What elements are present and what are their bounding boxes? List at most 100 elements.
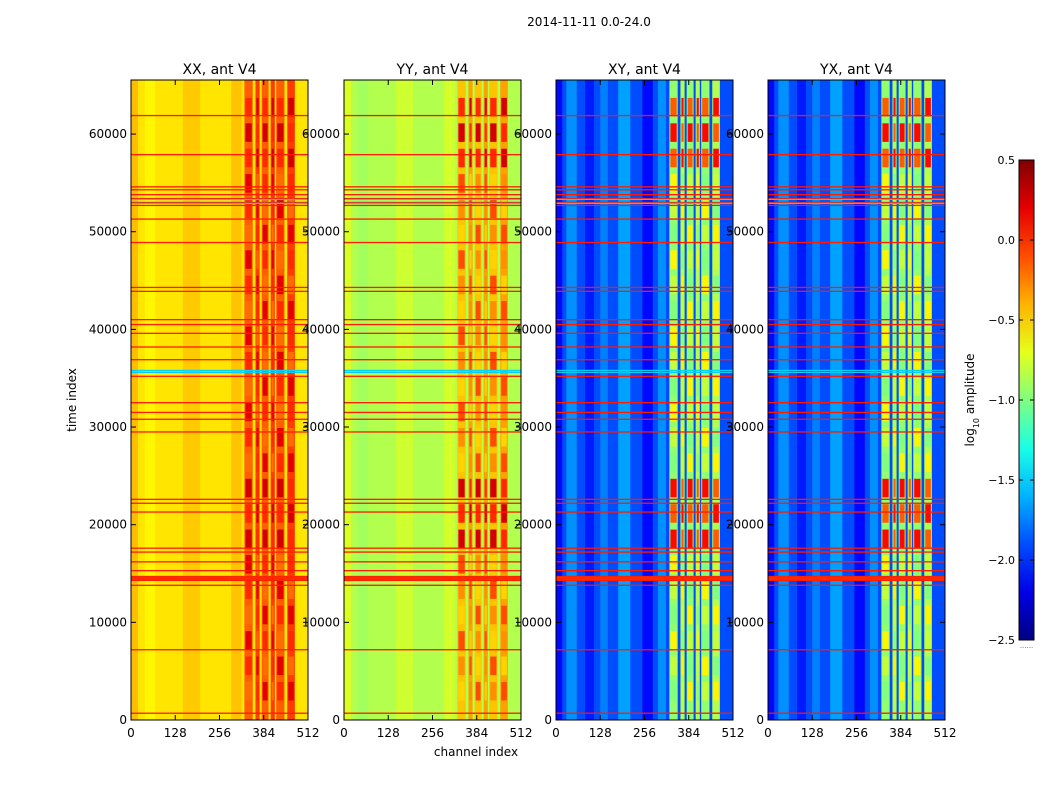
rfi-block	[469, 681, 472, 701]
rfi-block	[484, 529, 487, 549]
rfi-block	[670, 326, 677, 345]
rfi-block	[277, 301, 284, 320]
rfi-block	[501, 656, 507, 676]
rfi-row	[556, 498, 733, 500]
rfi-block	[696, 199, 699, 219]
rfi-block	[908, 631, 911, 650]
rfi-row	[556, 584, 733, 586]
x-tick-label: 512	[934, 726, 957, 740]
rfi-row	[131, 649, 308, 651]
rfi-block	[271, 681, 274, 701]
rfi-block	[681, 275, 684, 295]
rfi-block	[702, 97, 709, 117]
rfi-block	[484, 123, 487, 142]
rfi-block	[882, 250, 889, 269]
rfi-block	[277, 224, 284, 244]
rfi-block	[277, 174, 284, 193]
rfi-block	[262, 504, 268, 523]
figure-suptitle: 2014-11-11 0.0-24.0	[527, 15, 651, 29]
rfi-block	[882, 377, 889, 396]
rfi-block	[475, 275, 481, 295]
rfi-block	[277, 326, 284, 345]
y-tick-label: 30000	[726, 420, 764, 434]
rfi-row	[131, 511, 308, 513]
rfi-block	[899, 148, 905, 168]
rfi-block	[925, 428, 931, 447]
rfi-block	[687, 681, 693, 701]
rfi-block	[256, 326, 259, 345]
rfi-block	[702, 250, 709, 269]
rfi-block	[262, 605, 268, 625]
x-tick-label: 128	[164, 726, 187, 740]
rfi-block	[914, 428, 921, 447]
rfi-block	[925, 453, 931, 472]
rfi-block	[245, 656, 252, 676]
rfi-block	[484, 174, 487, 193]
rfi-block	[501, 605, 507, 625]
rfi-block	[670, 605, 677, 625]
rfi-row	[556, 411, 733, 414]
rfi-block	[501, 301, 507, 320]
rfi-block	[687, 199, 693, 219]
rfi-row	[131, 189, 308, 191]
rfi-block	[277, 123, 284, 142]
rfi-block	[475, 326, 481, 345]
rfi-block	[469, 529, 472, 549]
rfi-block	[484, 453, 487, 472]
rfi-block	[501, 250, 507, 269]
rfi-block	[908, 428, 911, 447]
rfi-block	[256, 554, 259, 574]
rfi-block	[713, 580, 719, 599]
rfi-block	[925, 605, 931, 625]
rfi-block	[899, 174, 905, 193]
rfi-block	[256, 148, 259, 168]
rfi-block	[696, 351, 699, 371]
rfi-block	[687, 275, 693, 295]
rfi-block	[899, 631, 905, 650]
rfi-row	[131, 418, 308, 420]
rfi-band	[500, 80, 508, 720]
rfi-block	[681, 224, 684, 244]
colorbar-tick-label: −1.0	[988, 394, 1015, 407]
rfi-row	[768, 332, 945, 334]
rfi-block	[702, 504, 709, 523]
rfi-block	[702, 529, 709, 549]
rfi-block	[713, 478, 719, 498]
rfi-block	[908, 529, 911, 549]
rfi-block	[469, 224, 472, 244]
panel-title: XY, ant V4	[608, 62, 681, 78]
x-tick-label: 512	[510, 726, 533, 740]
rfi-block	[288, 377, 294, 396]
x-tick-label: 128	[589, 726, 612, 740]
rfi-block	[288, 148, 294, 168]
rfi-block	[277, 529, 284, 549]
rfi-block	[899, 605, 905, 625]
rfi-block	[914, 301, 921, 320]
rfi-block	[490, 681, 497, 701]
rfi-block	[256, 504, 259, 523]
rfi-row	[556, 346, 733, 348]
colorbar-tick-label: 0.5	[998, 154, 1016, 167]
rfi-block	[490, 428, 497, 447]
rfi-block	[475, 148, 481, 168]
rfi-band	[898, 80, 906, 720]
rfi-block	[925, 580, 931, 599]
rfi-row	[344, 319, 521, 321]
rfi-row	[131, 551, 308, 553]
rfi-block	[288, 656, 294, 676]
rfi-block	[262, 301, 268, 320]
rfi-row	[344, 186, 521, 188]
y-tick-label: 50000	[726, 225, 764, 239]
colorbar-tick-label: −2.0	[988, 554, 1015, 567]
rfi-row	[131, 431, 308, 433]
rfi-block	[271, 148, 274, 168]
rfi-block	[882, 326, 889, 345]
rfi-block	[899, 199, 905, 219]
rfi-block	[696, 631, 699, 650]
rfi-block	[277, 631, 284, 650]
rfi-block	[458, 148, 465, 168]
rfi-block	[925, 148, 931, 168]
rfi-band	[468, 80, 473, 720]
rfi-block	[882, 123, 889, 142]
rfi-block	[908, 275, 911, 295]
